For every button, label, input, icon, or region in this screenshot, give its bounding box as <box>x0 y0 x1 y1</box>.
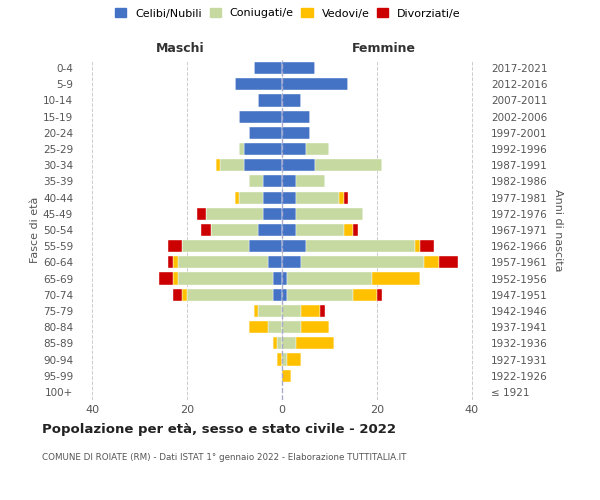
Bar <box>254 62 282 74</box>
Bar <box>353 224 358 236</box>
Bar <box>296 208 362 220</box>
Bar <box>306 143 329 155</box>
Bar <box>377 288 382 301</box>
Bar <box>239 192 263 203</box>
Bar <box>282 338 296 349</box>
Text: Femmine: Femmine <box>352 42 416 55</box>
Bar <box>244 143 282 155</box>
Bar <box>282 192 296 203</box>
Bar <box>353 288 377 301</box>
Bar <box>415 240 419 252</box>
Bar <box>424 256 439 268</box>
Bar <box>211 224 258 236</box>
Bar <box>158 272 173 284</box>
Bar <box>282 256 301 268</box>
Bar <box>244 159 282 172</box>
Bar <box>168 256 173 268</box>
Bar <box>272 338 277 349</box>
Bar <box>254 305 258 317</box>
Bar <box>296 192 339 203</box>
Bar <box>296 338 334 349</box>
Bar <box>282 94 301 106</box>
Bar <box>215 159 220 172</box>
Bar <box>178 256 268 268</box>
Bar <box>439 256 458 268</box>
Bar <box>296 176 325 188</box>
Bar <box>282 176 296 188</box>
Bar <box>301 256 424 268</box>
Bar <box>287 288 353 301</box>
Bar <box>249 321 268 333</box>
Bar <box>220 159 244 172</box>
Bar <box>282 321 301 333</box>
Bar <box>235 78 282 90</box>
Bar <box>282 127 310 139</box>
Bar <box>206 208 263 220</box>
Bar <box>282 272 287 284</box>
Bar <box>282 62 315 74</box>
Bar <box>282 208 296 220</box>
Bar <box>178 272 272 284</box>
Bar <box>268 256 282 268</box>
Bar <box>263 192 282 203</box>
Bar <box>296 224 344 236</box>
Bar <box>249 127 282 139</box>
Bar <box>197 208 206 220</box>
Bar <box>282 370 292 382</box>
Bar <box>344 224 353 236</box>
Legend: Celibi/Nubili, Coniugati/e, Vedovi/e, Divorziati/e: Celibi/Nubili, Coniugati/e, Vedovi/e, Di… <box>115 8 461 18</box>
Bar <box>249 240 282 252</box>
Bar <box>282 288 287 301</box>
Bar <box>306 240 415 252</box>
Bar <box>301 321 329 333</box>
Bar <box>268 321 282 333</box>
Y-axis label: Anni di nascita: Anni di nascita <box>553 188 563 271</box>
Bar <box>182 288 187 301</box>
Bar <box>372 272 419 284</box>
Bar <box>202 224 211 236</box>
Bar <box>239 110 282 122</box>
Bar <box>277 354 282 366</box>
Bar <box>419 240 434 252</box>
Bar <box>235 192 239 203</box>
Bar <box>258 305 282 317</box>
Bar <box>272 272 282 284</box>
Bar <box>287 354 301 366</box>
Text: Popolazione per età, sesso e stato civile - 2022: Popolazione per età, sesso e stato civil… <box>42 422 396 436</box>
Bar <box>173 288 182 301</box>
Bar <box>249 176 263 188</box>
Bar <box>282 305 301 317</box>
Bar <box>182 240 249 252</box>
Bar <box>282 143 306 155</box>
Bar <box>173 272 178 284</box>
Bar <box>277 338 282 349</box>
Bar <box>282 159 315 172</box>
Bar <box>282 110 310 122</box>
Bar <box>263 208 282 220</box>
Bar <box>258 224 282 236</box>
Bar <box>258 94 282 106</box>
Bar <box>282 224 296 236</box>
Bar <box>272 288 282 301</box>
Bar <box>315 159 382 172</box>
Bar <box>173 256 178 268</box>
Text: COMUNE DI ROIATE (RM) - Dati ISTAT 1° gennaio 2022 - Elaborazione TUTTITALIA.IT: COMUNE DI ROIATE (RM) - Dati ISTAT 1° ge… <box>42 452 407 462</box>
Bar <box>282 240 306 252</box>
Bar <box>287 272 372 284</box>
Y-axis label: Fasce di età: Fasce di età <box>30 197 40 263</box>
Bar <box>344 192 349 203</box>
Bar <box>339 192 344 203</box>
Bar <box>301 305 320 317</box>
Bar <box>282 78 349 90</box>
Bar <box>263 176 282 188</box>
Bar <box>239 143 244 155</box>
Bar <box>320 305 325 317</box>
Bar <box>282 354 287 366</box>
Bar <box>187 288 272 301</box>
Text: Maschi: Maschi <box>155 42 205 55</box>
Bar <box>168 240 182 252</box>
